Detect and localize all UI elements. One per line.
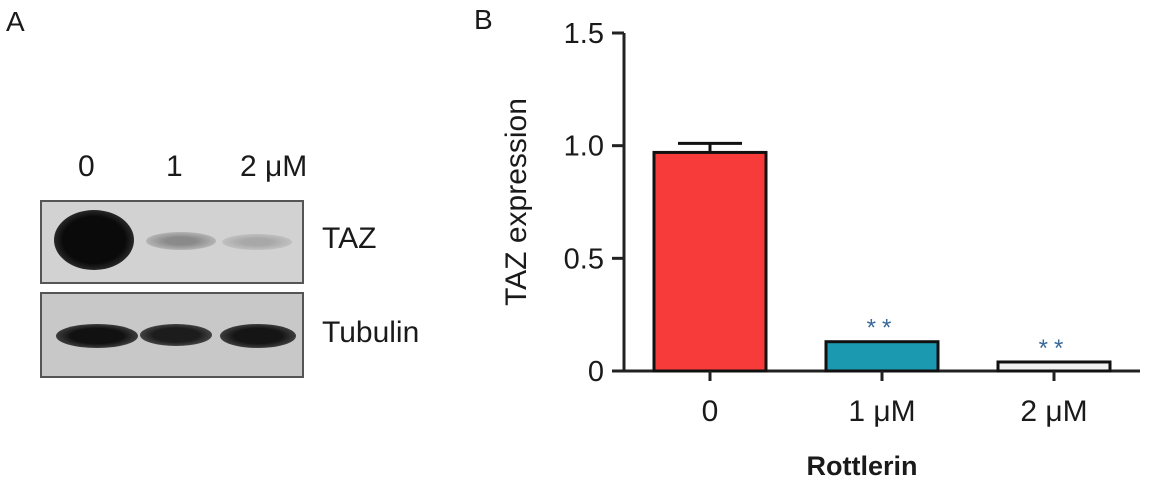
tubulin-blot <box>40 292 304 378</box>
panel-label-b: B <box>474 4 493 35</box>
lane-label-0: 0 <box>78 150 95 183</box>
tubulin-band-lane-1 <box>140 324 212 346</box>
y-tick-label: 0.5 <box>564 243 604 275</box>
taz-blot <box>40 200 304 284</box>
taz-band-lane-2 <box>222 234 292 250</box>
y-axis-title: TAZ expression <box>500 98 533 306</box>
tubulin-band-lane-2 <box>220 324 296 348</box>
bar-2 <box>996 360 1112 373</box>
taz-band-lane-1 <box>146 232 216 250</box>
taz-row-label: TAZ <box>322 222 377 255</box>
x-axis-title: Rottlerin <box>807 451 918 481</box>
bar-0 <box>652 150 768 373</box>
lane-label-2: 2 μM <box>240 150 308 183</box>
tubulin-band-lane-0 <box>56 324 138 348</box>
x-tick-label: 1 μM <box>848 395 915 428</box>
x-tick-label: 0 <box>702 395 719 428</box>
taz-band-lane-0 <box>54 210 134 270</box>
y-tick-label: 1.5 <box>564 18 604 50</box>
y-tick-label: 1.0 <box>564 131 604 163</box>
lane-label-1: 1 <box>166 150 183 183</box>
y-tick-label: 0 <box>588 356 604 388</box>
x-tick-label: 2 μM <box>1020 395 1087 428</box>
significance-mark: ** <box>867 315 898 342</box>
tubulin-row-label: Tubulin <box>322 316 420 349</box>
significance-mark: ** <box>1039 335 1070 362</box>
bar-1 <box>824 340 940 373</box>
panel-label-a: A <box>6 6 25 37</box>
